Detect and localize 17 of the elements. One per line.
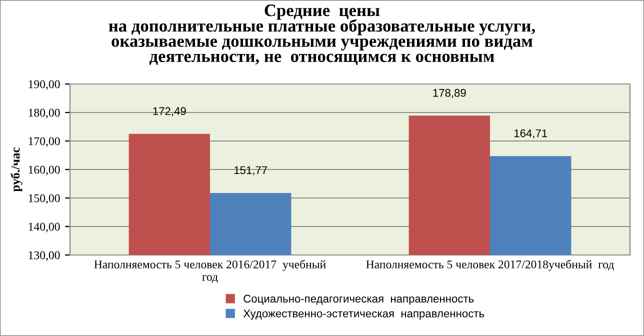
y-tick-label: 150,00 (28, 194, 60, 204)
legend-label: Социально-педагогическая направленность (244, 294, 474, 305)
y-tick-label: 190,00 (28, 80, 60, 90)
y-tick-label: 140,00 (28, 222, 60, 232)
data-label: 164,71 (514, 129, 548, 139)
data-label: 172,49 (153, 107, 186, 116)
y-tick-label: 170,00 (28, 137, 60, 147)
data-label: 178,89 (433, 88, 466, 98)
y-axis-title: руб./час (10, 148, 22, 192)
x-tick-label: Наполняемость 5 человек 2016/2017 учебный год (94, 260, 326, 283)
data-label: 151,77 (234, 166, 268, 176)
y-tick-label: 160,00 (28, 166, 60, 176)
legend-label: Художественно-эстетическая направленность (243, 310, 484, 320)
chart-title: Средние цены на дополнительные платные образовательные услуги, оказываемые дошкольными учреждениями по видам деятельности, не относящимся к основным (108, 4, 535, 65)
x-tick-label: Наполняемость 5 человек 2017/2018учебный год (366, 260, 614, 271)
y-tick-label: 130,00 (28, 251, 60, 261)
y-tick-label: 180,00 (28, 108, 60, 118)
